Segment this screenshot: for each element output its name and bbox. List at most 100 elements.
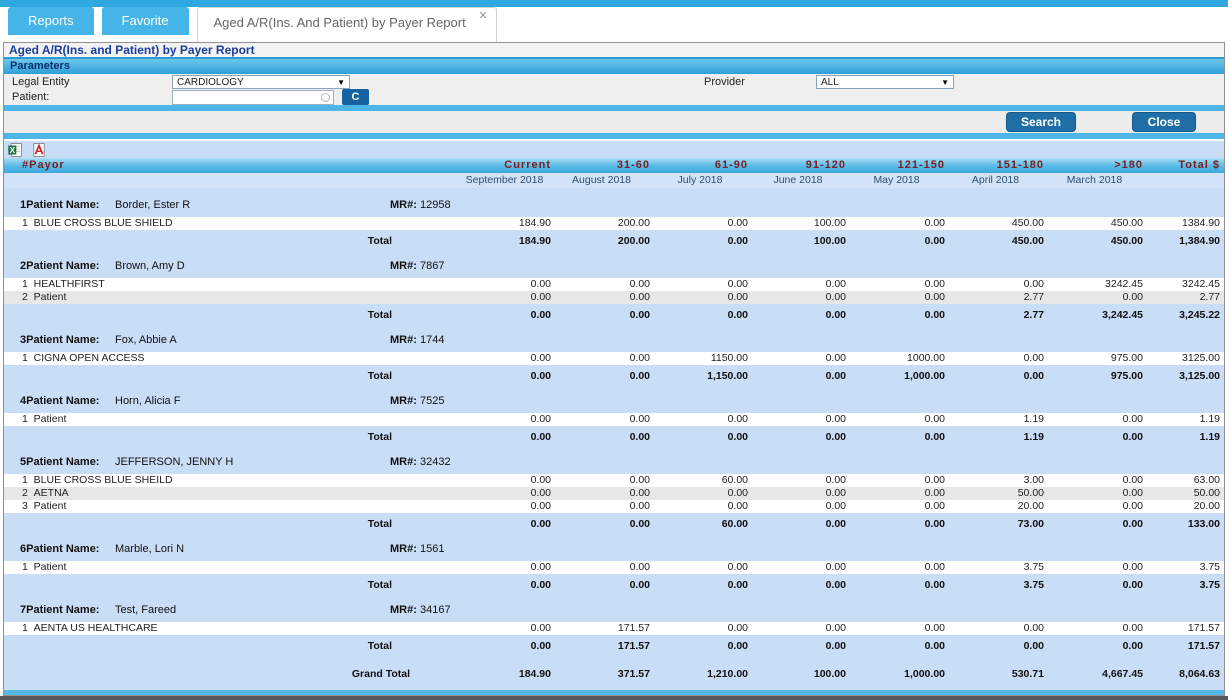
- chevron-down-icon: ▼: [337, 77, 345, 87]
- total-label: Total: [367, 579, 392, 591]
- provider-select[interactable]: ALL ▼: [816, 75, 954, 89]
- patient-total-row: Total 184.90 200.00 0.00 100.00 0.00 450.00 450…: [4, 233, 1224, 249]
- payer-value: 200.00: [617, 217, 650, 229]
- payer-value: 0.00: [924, 487, 945, 499]
- patient-total-row: Total 0.00 0.00 0.00 0.00 0.00 2.77 3,242.45 3,2…: [4, 307, 1224, 323]
- total-label: Total: [367, 235, 392, 247]
- patient-header-row: 3Patient Name: Fox, Abbie A MR#: 1744: [4, 333, 1224, 347]
- patient-total-row: Total 0.00 171.57 0.00 0.00 0.00 0.00 0.00 171.5…: [4, 638, 1224, 654]
- payer-value: 0.00: [727, 500, 748, 512]
- total-value: 73.00: [1017, 518, 1044, 530]
- patient-header-row: 6Patient Name: Marble, Lori N MR#: 1561: [4, 542, 1224, 556]
- total-value: 100.00: [813, 235, 846, 247]
- mr-label: MR#:: [390, 334, 417, 346]
- mr-number: 7867: [420, 260, 445, 272]
- patient-name: Marble, Lori N: [115, 543, 185, 555]
- patient-name: Test, Fareed: [115, 604, 177, 616]
- period-date: July 2018: [677, 174, 723, 186]
- payer-value: 3.75: [1023, 561, 1044, 573]
- grand-total-label: Grand Total: [351, 668, 410, 680]
- column-header: #Payor: [22, 159, 65, 171]
- payer-name: 1 HEALTHFIRST: [22, 278, 105, 290]
- tab-reports[interactable]: Reports: [8, 7, 94, 35]
- patient-input-wrap: [172, 90, 334, 105]
- total-value: 1,150.00: [707, 370, 748, 382]
- total-value: 184.90: [518, 235, 551, 247]
- search-button[interactable]: Search: [1005, 112, 1076, 132]
- payer-value: 0.00: [530, 474, 551, 486]
- payer-value: 50.00: [1017, 487, 1044, 499]
- total-value: 0.00: [825, 640, 846, 652]
- total-value: 3.75: [1023, 579, 1044, 591]
- pdf-export-icon[interactable]: [32, 142, 46, 157]
- total-value: 0.00: [629, 518, 650, 530]
- patient-name-label: 6Patient Name:: [20, 543, 100, 555]
- period-date: September 2018: [465, 174, 544, 186]
- patient-header-row: 4Patient Name: Horn, Alicia F MR#: 7525: [4, 394, 1224, 408]
- payer-row: 2 AETNA 0.00 0.00 0.00 0.00 0.00 50.00 0.00 50.0…: [4, 487, 1224, 500]
- search-circle-icon[interactable]: [321, 93, 330, 102]
- mr-number: 7525: [420, 395, 445, 407]
- tab-aged-ar-report[interactable]: Aged A/R(Ins. And Patient) by Payer Repo…: [196, 7, 497, 42]
- payer-name: 2 AETNA: [22, 487, 69, 499]
- payer-name: 2 Patient: [22, 291, 67, 303]
- close-button[interactable]: Close: [1132, 112, 1196, 132]
- total-value: 171.57: [617, 640, 650, 652]
- payer-value: 0.00: [924, 500, 945, 512]
- grand-total-row: Grand Total 184.90 371.57 1,210.00 100.00 1,0…: [4, 666, 1224, 682]
- patient-search-input[interactable]: [172, 90, 334, 105]
- tab-favorite[interactable]: Favorite: [101, 7, 189, 35]
- close-icon[interactable]: ✕: [478, 10, 488, 22]
- total-value: 0.00: [924, 235, 945, 247]
- patient-name-label: 4Patient Name:: [20, 395, 100, 407]
- provider-label: Provider: [704, 76, 745, 88]
- payer-value: 0.00: [727, 278, 748, 290]
- payer-row: 1 AENTA US HEALTHCARE 0.00 171.57 0.00 0.00 0…: [4, 622, 1224, 635]
- legal-entity-select[interactable]: CARDIOLOGY ▼: [172, 75, 350, 89]
- payer-row: 1 CIGNA OPEN ACCESS 0.00 0.00 1150.00 0.00 10…: [4, 352, 1224, 365]
- column-header: 91-120: [805, 159, 846, 171]
- column-header: 31-60: [616, 159, 650, 171]
- period-date: August 2018: [572, 174, 631, 186]
- total-value: 0.00: [825, 518, 846, 530]
- payer-name: 1 Patient: [22, 413, 67, 425]
- payer-value: 0.00: [924, 474, 945, 486]
- payer-value: 0.00: [1023, 278, 1044, 290]
- patient-name-label: 2Patient Name:: [20, 260, 100, 272]
- payer-value: 450.00: [1110, 217, 1143, 229]
- mr-number: 32432: [420, 456, 451, 468]
- total-value: 0.00: [530, 640, 551, 652]
- table-date-row: September 2018 August 2018 July 2018 June 2…: [4, 173, 1224, 188]
- grand-total-value: 1,000.00: [904, 668, 945, 680]
- payer-value: 171.57: [1187, 622, 1220, 634]
- mr-label: MR#:: [390, 456, 417, 468]
- total-value: 0.00: [825, 370, 846, 382]
- clear-c-button[interactable]: C: [342, 89, 369, 105]
- payer-value: 0.00: [727, 561, 748, 573]
- payer-value: 3.75: [1199, 561, 1220, 573]
- excel-export-icon[interactable]: X: [8, 142, 22, 157]
- total-value: 0.00: [727, 431, 748, 443]
- payer-value: 0.00: [825, 500, 846, 512]
- payer-value: 0.00: [629, 500, 650, 512]
- payer-value: 0.00: [1122, 622, 1143, 634]
- patient-header-row: 5Patient Name: JEFFERSON, JENNY H MR#: 3243…: [4, 455, 1224, 469]
- table-header-row: #Payor Current 31-60 61-90 91-120 121-150 151-…: [4, 158, 1224, 173]
- patient-name: Brown, Amy D: [115, 260, 185, 272]
- top-accent-strip: [0, 0, 1228, 7]
- payer-value: 0.00: [530, 561, 551, 573]
- payer-value: 0.00: [825, 487, 846, 499]
- total-value: 0.00: [629, 431, 650, 443]
- payer-value: 0.00: [924, 291, 945, 303]
- patient-total-row: Total 0.00 0.00 1,150.00 0.00 1,000.00 0.00 975…: [4, 368, 1224, 384]
- total-value: 0.00: [530, 370, 551, 382]
- total-value: 0.00: [1023, 370, 1044, 382]
- report-area: X #Payor Current 31-60 61-90 91-120 121-150 15…: [4, 139, 1224, 695]
- payer-value: 0.00: [924, 278, 945, 290]
- mr-label: MR#:: [390, 395, 417, 407]
- payer-value: 0.00: [727, 413, 748, 425]
- total-value: 0.00: [727, 235, 748, 247]
- patient-name-label: 5Patient Name:: [20, 456, 100, 468]
- total-value: 133.00: [1187, 518, 1220, 530]
- patient-total-row: Total 0.00 0.00 0.00 0.00 0.00 3.75 0.00 3.75: [4, 577, 1224, 593]
